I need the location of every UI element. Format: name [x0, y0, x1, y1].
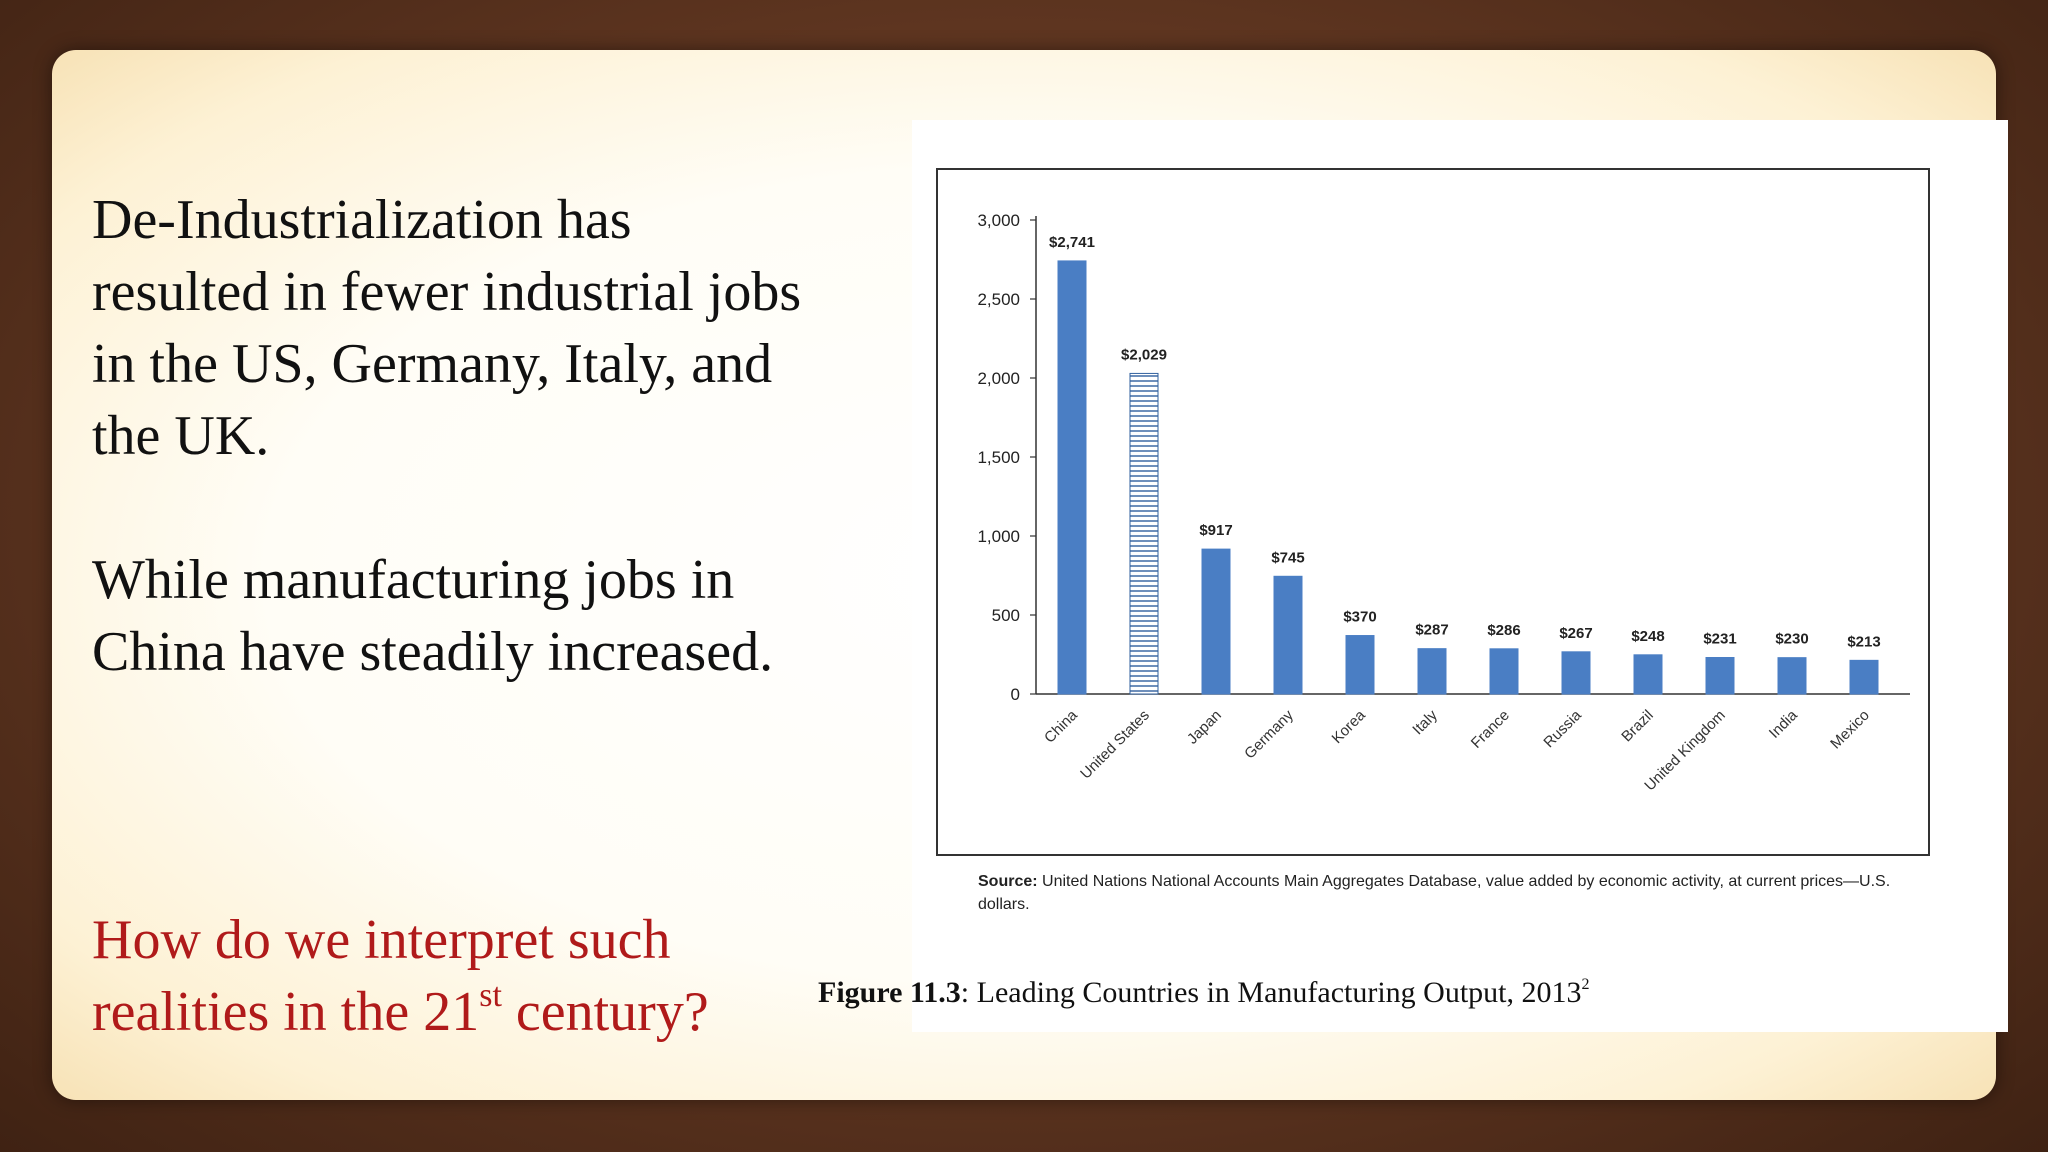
bar-united-states [1129, 372, 1159, 695]
source-text: United Nations National Accounts Main Ag… [978, 873, 1891, 913]
question-main: How do we interpret such realities in th… [92, 909, 671, 1043]
data-label: $230 [1775, 631, 1808, 648]
y-tick-label: 500 [992, 606, 1020, 625]
chart-source-note: Source: United Nations National Accounts… [978, 870, 1898, 916]
bar-germany [1273, 575, 1303, 695]
data-label: $213 [1847, 633, 1880, 650]
data-label: $287 [1415, 622, 1448, 639]
data-label: $2,741 [1049, 234, 1095, 251]
bar-mexico [1849, 659, 1879, 695]
y-tick-label: 3,000 [977, 211, 1020, 230]
bar-japan [1201, 548, 1231, 695]
bar-united-kingdom [1705, 657, 1735, 695]
x-tick-label: Korea [1329, 706, 1370, 747]
bar-chart: 0 500 1,000 1,500 2,000 2,500 3,000 $2,741 China… [977, 211, 1910, 794]
bar-france [1489, 648, 1519, 695]
bar-korea [1345, 635, 1375, 695]
paragraph-china-manufacturing: While manufacturing jobs in China have s… [92, 549, 774, 683]
x-tick-label: Germany [1241, 706, 1297, 762]
source-label: Source: [978, 873, 1038, 890]
y-tick-label: 2,000 [977, 369, 1020, 388]
x-tick-label: Mexico [1827, 707, 1873, 753]
data-label: $745 [1271, 549, 1304, 566]
figure-number: Figure 11.3 [818, 976, 961, 1009]
data-label: $267 [1559, 625, 1592, 642]
question-end: century? [501, 981, 709, 1043]
data-label: $286 [1487, 622, 1520, 639]
x-tick-label: France [1468, 707, 1513, 752]
data-label: $917 [1199, 522, 1232, 539]
figure-caption: Figure 11.3: Leading Countries in Manufa… [818, 976, 1918, 1010]
y-tick-label: 1,500 [977, 448, 1020, 467]
bar-italy [1417, 648, 1447, 695]
figure-footnote-marker: 2 [1581, 976, 1590, 993]
x-tick-label: Russia [1540, 706, 1585, 751]
bar-russia [1561, 651, 1591, 695]
data-label: $2,029 [1121, 346, 1167, 363]
data-label: $231 [1703, 631, 1736, 648]
y-tick-label: 0 [1011, 685, 1020, 704]
x-tick-label: Brazil [1618, 707, 1657, 746]
x-tick-label: India [1766, 706, 1801, 741]
question-text: How do we interpret such realities in th… [92, 904, 852, 1048]
bar-india [1777, 657, 1807, 695]
bar-brazil [1633, 654, 1663, 695]
x-tick-label: Japan [1184, 707, 1225, 748]
figure-title: : Leading Countries in Manufacturing Out… [960, 976, 1582, 1009]
chart-frame: 0 500 1,000 1,500 2,000 2,500 3,000 $2,741 China… [936, 168, 1930, 856]
x-tick-label: United States [1077, 707, 1153, 783]
bar-china [1057, 260, 1087, 695]
x-tick-label: China [1041, 706, 1081, 746]
y-tick-label: 2,500 [977, 290, 1020, 309]
y-tick-label: 1,000 [977, 527, 1020, 546]
data-label: $370 [1343, 609, 1376, 626]
x-tick-label: Italy [1409, 706, 1441, 738]
paragraph-deindustrialization: De-Industrialization has resulted in few… [92, 189, 802, 467]
question-superscript: st [479, 977, 502, 1015]
data-label: $248 [1631, 628, 1664, 645]
